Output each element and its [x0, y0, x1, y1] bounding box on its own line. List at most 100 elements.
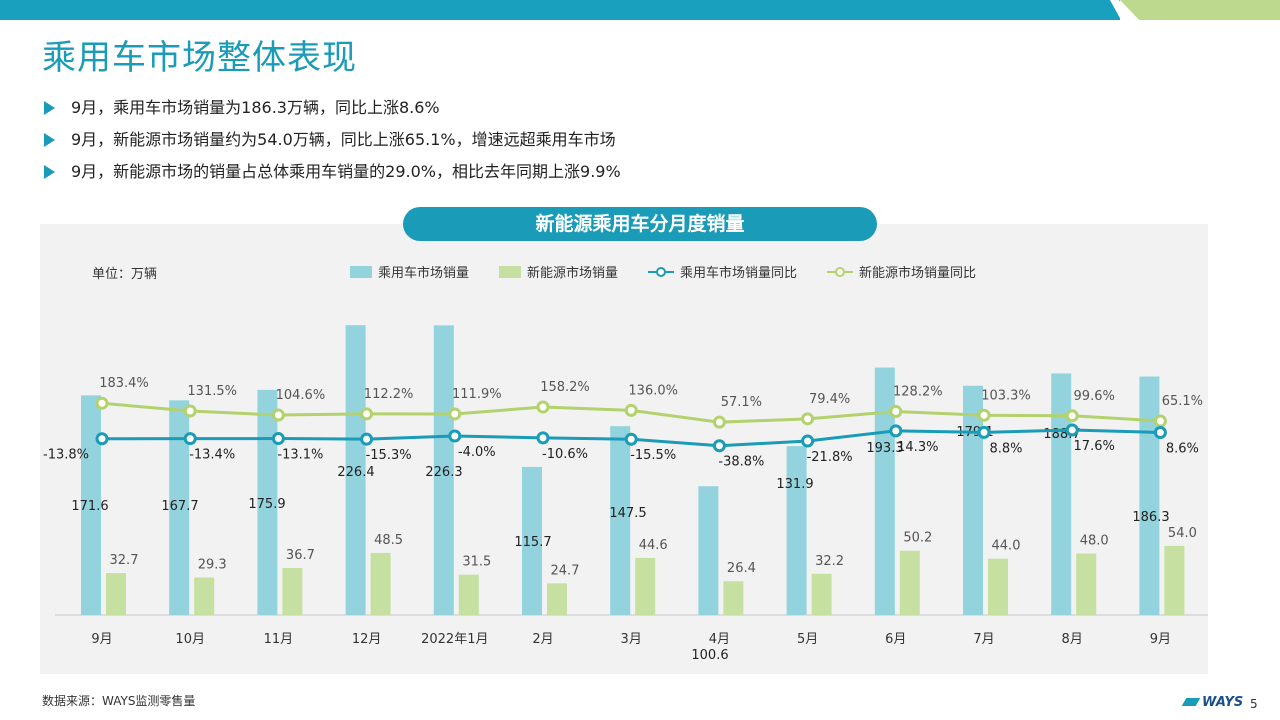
data-label-nev-yoy: 128.2% [893, 385, 943, 400]
data-label-total-sales: 226.4 [337, 465, 374, 480]
bar-total-sales [1139, 376, 1160, 615]
data-label-total-yoy: -38.8% [718, 455, 764, 470]
bar-total-sales [786, 446, 807, 615]
data-label-total-sales: 131.9 [776, 477, 813, 492]
page-number: 5 [1250, 697, 1258, 711]
data-label-nev-sales: 36.7 [286, 548, 315, 563]
bar-total-sales [1051, 373, 1072, 615]
point-nev-yoy [271, 408, 285, 422]
data-label-total-yoy: 8.8% [989, 441, 1022, 456]
point-total-yoy [1065, 423, 1079, 437]
bar-nev-sales [370, 552, 391, 615]
ways-logo-icon [1181, 698, 1201, 706]
bar-nev-sales [547, 583, 567, 615]
data-label-nev-yoy: 111.9% [452, 387, 502, 402]
data-label-nev-sales: 24.7 [551, 563, 580, 578]
bullet-item: 9月，乘用车市场销量为186.3万辆，同比上涨8.6% [44, 96, 621, 128]
data-label-total-yoy: -10.6% [542, 447, 588, 462]
point-total-yoy [95, 432, 109, 446]
bullet-item: 9月，新能源市场销量约为54.0万辆，同比上涨65.1%，增速远超乘用车市场 [44, 128, 621, 160]
bar-nev-sales [723, 581, 744, 615]
point-total-yoy [889, 424, 903, 438]
logo-text: WAYS [1202, 695, 1244, 710]
legend-label: 乘用车市场销量 [378, 266, 470, 281]
x-tick-label: 3月 [621, 632, 642, 647]
bar-nev-sales [458, 574, 479, 615]
bullet-item: 9月，新能源市场的销量占总体乘用车销量的29.0%，相比去年同期上涨9.9% [44, 160, 621, 192]
bullet-text: 9月，新能源市场销量约为54.0万辆，同比上涨65.1%，增速远超乘用车市场 [71, 130, 616, 149]
data-label-nev-sales: 48.0 [1080, 534, 1109, 549]
data-label-total-sales: 193.3 [866, 441, 903, 456]
point-total-yoy [712, 439, 726, 453]
data-label-total-yoy: 14.3% [897, 440, 938, 455]
data-label-nev-sales: 29.3 [198, 557, 227, 572]
legend-item-total-yoy: 乘用车市场销量同比 [648, 262, 797, 281]
data-label-nev-yoy: 99.6% [1074, 389, 1115, 404]
data-label-total-yoy: -13.1% [277, 448, 323, 463]
top-banner-green [1120, 0, 1280, 20]
x-tick-label: 5月 [797, 632, 818, 647]
x-tick-label: 12月 [352, 632, 382, 647]
data-label-nev-yoy: 104.6% [276, 388, 326, 403]
bar-nev-sales [899, 550, 920, 615]
bar-total-sales [433, 325, 454, 615]
data-label-total-sales: 226.3 [425, 465, 462, 480]
x-tick-label: 2月 [532, 632, 553, 647]
legend-label: 新能源市场销量 [527, 266, 619, 281]
data-label-nev-yoy: 131.5% [187, 384, 237, 399]
data-label-total-yoy: -15.5% [630, 448, 676, 463]
x-tick-label: 11月 [264, 632, 294, 647]
data-label-nev-sales: 44.6 [639, 538, 668, 553]
data-label-nev-sales: 54.0 [1168, 526, 1197, 541]
x-tick-label: 10月 [175, 632, 205, 647]
unit-label: 单位：万辆 [92, 267, 158, 282]
data-source-note: 数据来源：WAYS监测零售量 [42, 694, 196, 708]
point-nev-yoy [801, 412, 815, 426]
point-total-yoy [536, 431, 550, 445]
bullet-text: 9月，乘用车市场销量为186.3万辆，同比上涨8.6% [71, 98, 440, 117]
data-label-nev-yoy: 136.0% [628, 383, 678, 398]
point-total-yoy [448, 429, 462, 443]
x-tick-label: 9月 [91, 632, 112, 647]
data-label-total-sales: 147.5 [609, 506, 646, 521]
data-label-nev-yoy: 79.4% [809, 392, 850, 407]
data-label-total-yoy: 8.6% [1166, 441, 1199, 456]
bar-total-sales [169, 400, 190, 615]
point-total-yoy [801, 434, 815, 448]
bar-total-sales [345, 325, 366, 615]
data-label-total-sales: 171.6 [71, 499, 108, 514]
point-nev-yoy [360, 407, 374, 421]
data-label-total-yoy: -21.8% [807, 450, 853, 465]
point-nev-yoy [183, 404, 197, 418]
bar-total-sales [81, 395, 101, 615]
legend-label: 新能源市场销量同比 [859, 266, 977, 281]
top-banner-blue [0, 0, 1120, 20]
data-label-nev-sales: 26.4 [727, 561, 756, 576]
point-nev-yoy [977, 408, 991, 422]
data-label-nev-yoy: 103.3% [981, 388, 1031, 403]
point-total-yoy [271, 432, 285, 446]
point-total-yoy [977, 425, 991, 439]
legend-line-swatch-icon [648, 266, 675, 278]
point-nev-yoy [1065, 409, 1079, 423]
point-nev-yoy [95, 396, 109, 410]
bar-nev-sales [635, 557, 656, 615]
point-nev-yoy [448, 407, 462, 421]
legend-item-nev-yoy: 新能源市场销量同比 [827, 262, 976, 281]
data-label-nev-sales: 50.2 [903, 531, 932, 546]
bullet-list: 9月，乘用车市场销量为186.3万辆，同比上涨8.6% 9月，新能源市场销量约为… [44, 96, 621, 192]
data-label-total-sales: 115.7 [514, 535, 551, 550]
bar-total-sales [874, 367, 895, 615]
point-nev-yoy [712, 415, 726, 429]
x-tick-label: 4月 [709, 632, 730, 647]
data-label-nev-yoy: 112.2% [364, 387, 414, 402]
triangle-bullet-icon [44, 165, 55, 179]
x-tick-label: 6月 [885, 632, 906, 647]
legend-item-nev-sales: 新能源市场销量 [499, 262, 618, 281]
data-label-nev-sales: 32.2 [815, 554, 844, 569]
page-title: 乘用车市场整体表现 [42, 38, 357, 78]
chart-legend: 乘用车市场销量 新能源市场销量 乘用车市场销量同比 新能源市场销量同比 [350, 262, 976, 281]
data-label-total-sales: 100.6 [691, 648, 728, 663]
triangle-bullet-icon [44, 101, 55, 115]
